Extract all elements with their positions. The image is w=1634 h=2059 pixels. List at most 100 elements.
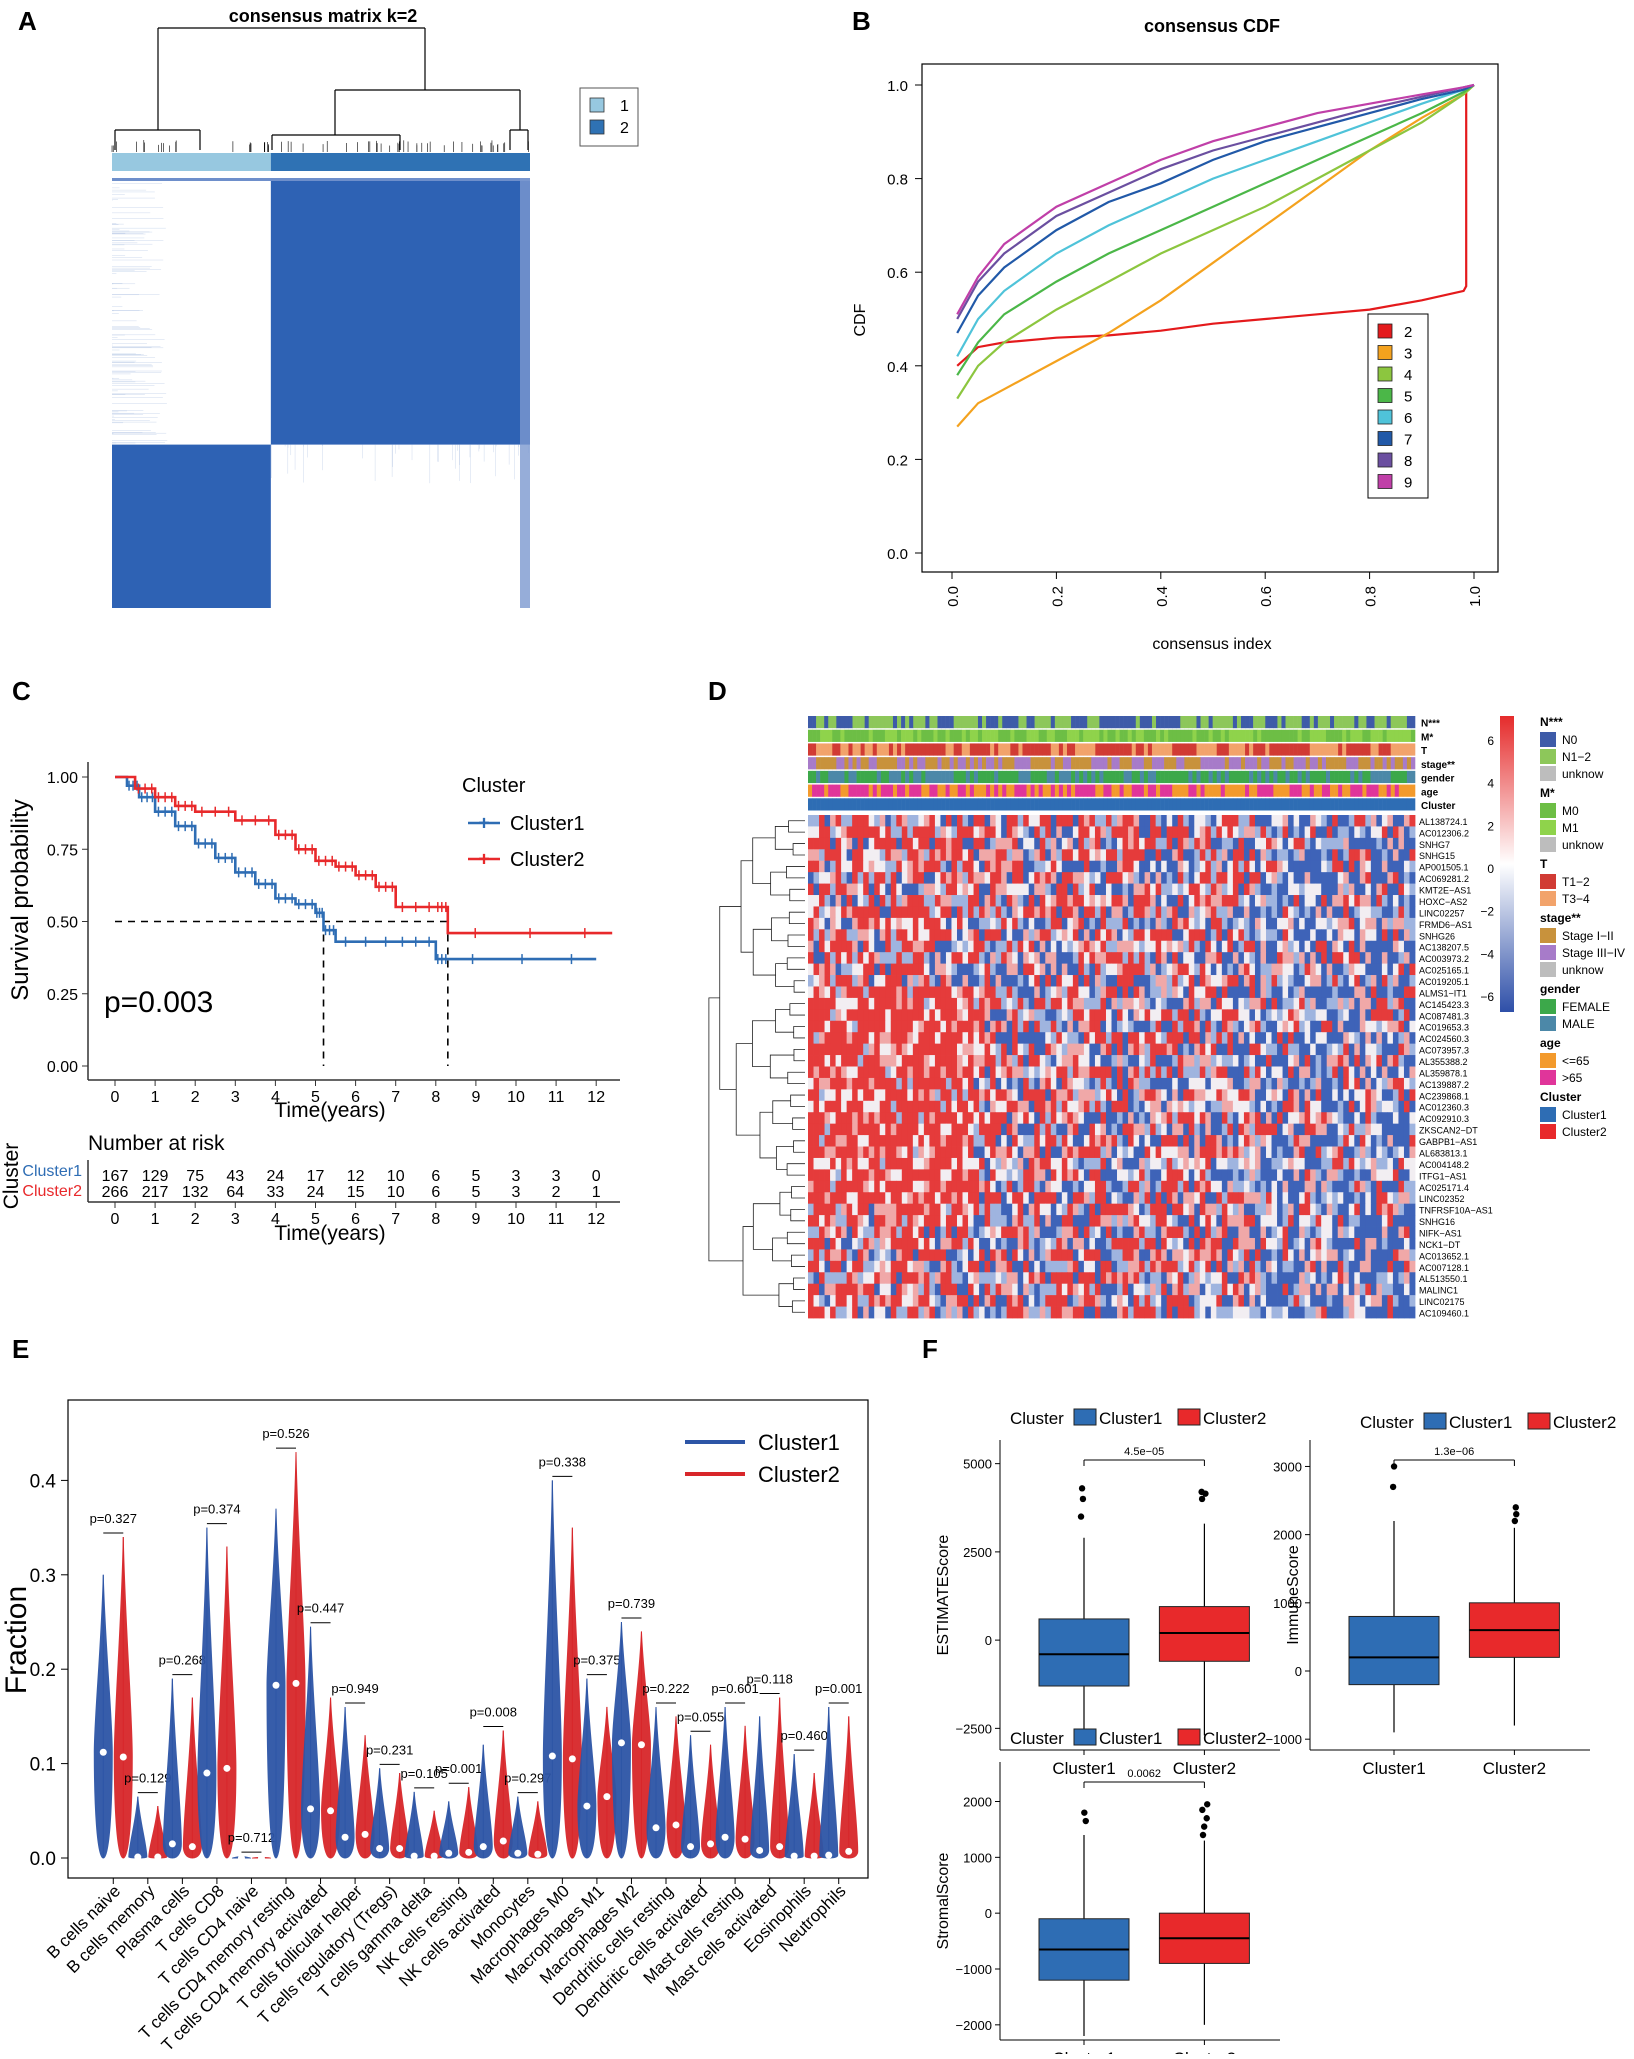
heatmap-cell [1260,1158,1266,1170]
annotation-cell [812,757,816,769]
annotation-cell [982,743,986,755]
heatmap-cell [1167,815,1173,827]
heatmap-cell [891,1124,897,1136]
annotation-cell [1188,730,1192,742]
heatmap-cell [1354,1032,1360,1044]
annotation-cell [1391,743,1395,755]
heatmap-cell [1211,929,1217,941]
heatmap-cell [1062,1067,1068,1079]
risk-count: 266 [102,1184,129,1201]
heatmap-cell [1376,1135,1382,1147]
heatmap-cell [1338,1021,1344,1033]
heatmap-cell [940,1044,946,1056]
annotation-cell [986,730,990,742]
heatmap-cell [918,861,924,873]
heatmap-cell [1117,895,1123,907]
heatmap-cell [1393,918,1399,930]
heatmap-cell [1112,906,1118,918]
annotation-cell [1132,785,1136,797]
heatmap-cell [957,1101,963,1113]
heatmap-cell [1338,1032,1344,1044]
heatmap-cell [1123,986,1129,998]
heatmap-cell [1112,1101,1118,1113]
heatmap-cell [985,895,991,907]
heatmap-cell [1382,872,1388,884]
heatmap-cell [1360,918,1366,930]
heatmap-cell [1205,895,1211,907]
heatmap-cell [1205,964,1211,976]
heatmap-cell [1371,998,1377,1010]
heatmap-cell [1078,849,1084,861]
heatmap-cell [1112,964,1118,976]
heatmap-cell [819,906,825,918]
heatmap-cell [880,849,886,861]
heatmap-cell [1183,975,1189,987]
heatmap-cell [1227,986,1233,998]
heatmap-cell [1100,1112,1106,1124]
heatmap-cell [1316,826,1322,838]
heatmap-cell [990,1009,996,1021]
heatmap-cell [1327,1055,1333,1067]
heatmap-cell [1305,906,1311,918]
heatmap-cell [1283,918,1289,930]
heatmap-cell [896,1112,902,1124]
heatmap-cell [1310,964,1316,976]
heatmap-cell [819,1044,825,1056]
heatmap-cell [1376,941,1382,953]
heatmap-cell [951,1032,957,1044]
heatmap-cell [1156,986,1162,998]
heatmap-cell [1354,1112,1360,1124]
annotation-cell [1229,730,1233,742]
heatmap-cell [841,1158,847,1170]
heatmap-cell [1018,1067,1024,1079]
annotation-cell [1261,785,1265,797]
heatmap-cell [852,884,858,896]
heatmap-cell [874,998,880,1010]
heatmap-cell [1244,1067,1250,1079]
gene-label: AC025165.1 [1419,966,1469,976]
annotation-cell [970,757,974,769]
heatmap-cell [1283,964,1289,976]
heatmap-cell [1056,964,1062,976]
heatmap-cell [1343,1078,1349,1090]
heatmap-cell [1294,986,1300,998]
annotation-cell [1269,771,1273,783]
heatmap-cell [1376,918,1382,930]
heatmap-cell [974,1112,980,1124]
annotation-cell [1022,771,1026,783]
annotation-cell [844,771,848,783]
heatmap-cell [1277,1067,1283,1079]
heatmap-cell [1056,929,1062,941]
heatmap-cell [1382,952,1388,964]
heatmap-cell [1327,1044,1333,1056]
heatmap-cell [852,1101,858,1113]
heatmap-cell [1161,1067,1167,1079]
annotation-cell [1273,771,1277,783]
heatmap-cell [1365,1147,1371,1159]
heatmap-cell [963,872,969,884]
heatmap-cell [1183,998,1189,1010]
heatmap-cell [1156,1055,1162,1067]
heatmap-cell [1398,838,1404,850]
heatmap-cell [1260,1135,1266,1147]
heatmap-cell [858,1112,864,1124]
heatmap-cell [808,986,814,998]
heatmap-cell [1294,1078,1300,1090]
heatmap-cell [985,1112,991,1124]
heatmap-cell [814,1032,820,1044]
heatmap-cell [885,895,891,907]
annotation-cell [1176,785,1180,797]
heatmap-cell [1376,861,1382,873]
heatmap-cell [1365,1135,1371,1147]
heatmap-cell [1305,838,1311,850]
annotation-cell [1318,785,1322,797]
cdf-legend-label-8: 8 [1404,453,1412,470]
annotation-cell [1330,716,1334,728]
heatmap-cell [1376,1044,1382,1056]
annotation-cell [917,730,921,742]
heatmap-cell [996,986,1002,998]
heatmap-cell [990,1032,996,1044]
heatmap-cell [852,998,858,1010]
heatmap-cell [1211,1112,1217,1124]
heatmap-cell [1150,838,1156,850]
